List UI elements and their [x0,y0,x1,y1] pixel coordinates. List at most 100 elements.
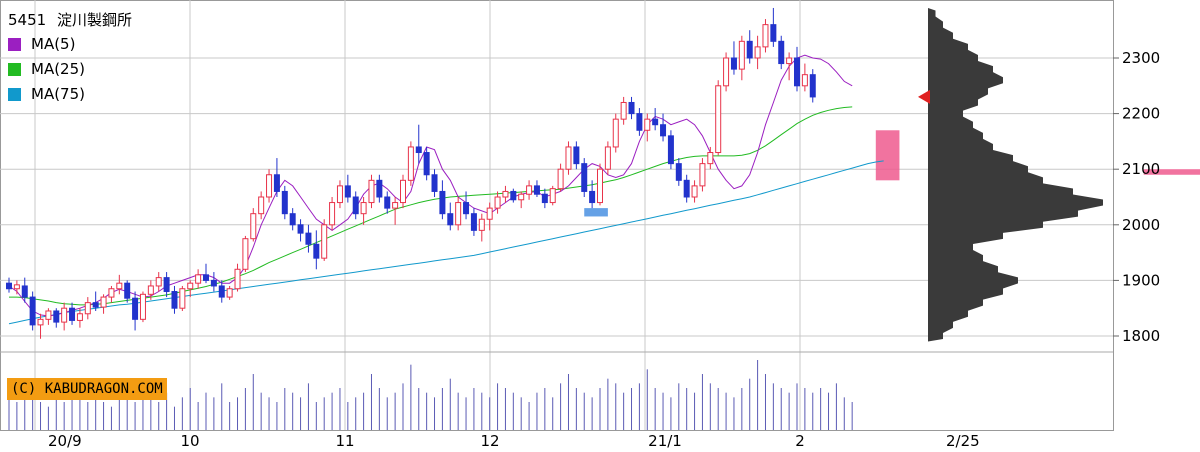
highlight-zone [584,208,608,217]
y-tick-label: 1900 [1122,271,1160,289]
candle-up [234,268,241,290]
candle-down [69,307,76,321]
candle-down [746,40,753,59]
candle-down [794,57,800,87]
candle-up [250,213,257,240]
x-tick-label: 2 [795,432,805,450]
candle-up [116,282,123,290]
candles [6,7,816,339]
ma25-swatch [8,63,21,76]
legend-item-ma75: MA(75) [8,82,132,107]
candle-down [352,196,359,215]
candle-up [407,146,414,181]
candle-down [447,213,454,226]
candle-down [376,179,383,198]
candle-up [321,224,328,259]
candle-down [53,310,60,323]
candle-down [289,213,296,226]
ma75-path [8,160,884,325]
highlight-zones [584,130,1200,217]
candle-down [92,302,99,308]
candle-down [683,179,690,198]
candle-up [360,202,367,215]
candle-up [762,24,769,48]
ma75-swatch [8,88,21,101]
candle-down [667,135,674,165]
candle-up [13,284,20,290]
candle-up [478,218,485,231]
candle-down [423,152,430,176]
candle-up [368,179,375,204]
candle-up [486,207,493,220]
candle-up [786,57,793,65]
candle-up [699,163,706,187]
candle-down [778,40,785,65]
candle-up [108,288,115,298]
stock-name: 淀川製鋼所 [56,11,132,29]
candle-down [171,291,178,309]
candle-down [439,190,446,215]
candle-up [620,101,627,120]
ma25-path [9,106,853,306]
candle-down [636,113,643,131]
candle-up [400,179,406,204]
candle-down [344,185,351,198]
candle-down [581,163,588,192]
price-marker-triangle [918,89,930,104]
candle-up [801,74,808,87]
candle-down [132,297,139,320]
candle-up [715,85,722,154]
candle-down [675,163,682,181]
candle-down [730,57,737,70]
plot-frame [0,0,1114,431]
candle-down [281,190,288,215]
candle-down [6,282,12,290]
candle-up [187,282,194,290]
candle-down [470,213,477,231]
x-tick-label: 2/25 [946,432,980,450]
candle-down [541,193,548,204]
candle-up [494,196,501,209]
x-tick-label: 12 [480,432,499,450]
highlight-zone [875,130,900,181]
candle-up [139,293,146,320]
candle-up [226,288,233,298]
candle-up [644,118,651,131]
candle-up [738,40,745,70]
highlight-zone [1143,169,1200,175]
candle-up [258,196,265,215]
y-tick-label: 1800 [1122,327,1160,345]
candle-down [210,279,217,287]
legend-label-ma5: MA(5) [31,35,76,53]
volume-profile [928,7,1103,342]
volume-bars [8,360,853,430]
candle-down [628,101,635,115]
candle-up [612,118,619,148]
stock-code: 5451 [8,11,47,29]
candle-up [754,46,761,59]
y-tick-label: 2200 [1122,105,1160,123]
candle-down [431,174,438,192]
candle-up [61,307,68,323]
candle-down [29,296,36,326]
candle-up [242,238,249,270]
candle-up [502,190,509,198]
ma25-line [9,106,853,306]
y-tick-label: 2000 [1122,216,1160,234]
candle-down [510,190,517,201]
candle-down [770,24,777,42]
ma5-path [8,54,853,317]
candle-up [329,202,336,226]
ma5-line [8,54,853,317]
candle-down [297,224,304,234]
candle-down [124,282,131,299]
x-tick-label: 11 [335,432,354,450]
y-tick-label: 2100 [1122,160,1160,178]
current-price-marker [918,89,930,104]
candle-up [604,146,611,170]
candle-up [195,274,202,284]
candle-down [573,146,580,165]
candle-up [147,285,154,295]
